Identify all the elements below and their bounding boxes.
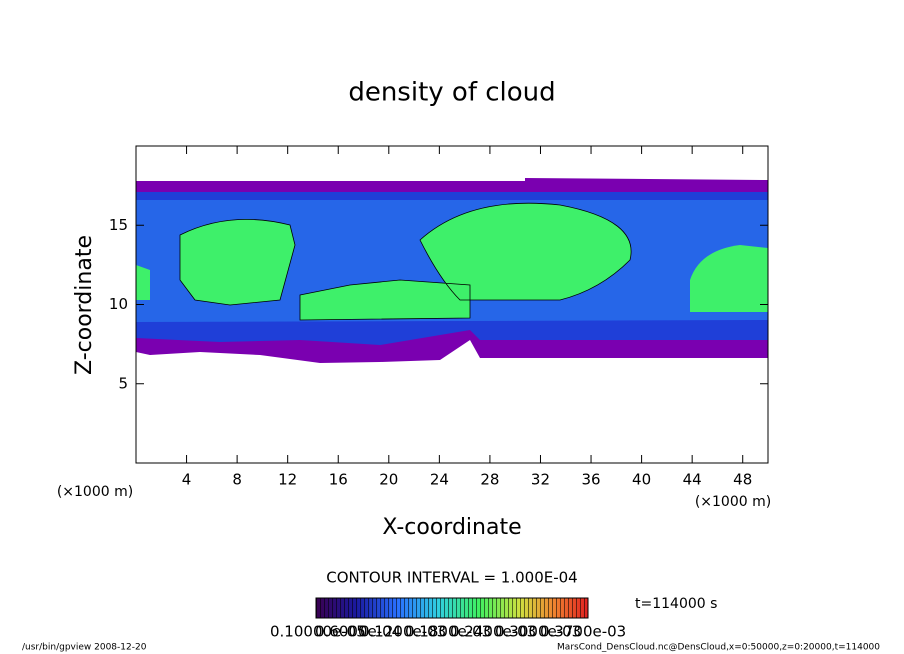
- colorbar-label: 0.2400e-03: [450, 623, 536, 641]
- y-tick-label: 10: [109, 295, 128, 313]
- x-tick-label: 24: [430, 471, 449, 489]
- colorbar-label: 0.6000e-04: [315, 623, 401, 641]
- footer-right: MarsCond_DensCloud.nc@DensCloud,x=0:5000…: [557, 643, 880, 653]
- x-unit: (×1000 m): [57, 484, 133, 500]
- x-tick-label: 48: [733, 471, 752, 489]
- x-tick-label: 8: [232, 471, 242, 489]
- x-unit: (×1000 m): [695, 494, 771, 510]
- colorbar-label: 0.3700e-03: [540, 623, 626, 641]
- x-tick-label: 40: [632, 471, 651, 489]
- x-tick-label: 4: [182, 471, 192, 489]
- colorbar-label: 0.10000e-05: [270, 623, 366, 641]
- chart-title: density of cloud: [348, 78, 555, 108]
- contour-interval: CONTOUR INTERVAL = 1.000E-04: [326, 569, 577, 587]
- x-tick-label: 12: [278, 471, 297, 489]
- colorbar-label: 0.3000e-03: [495, 623, 581, 641]
- y-tick-label: 5: [118, 374, 128, 392]
- colorbar-stripes: [315, 597, 589, 619]
- x-tick-label: 32: [531, 471, 550, 489]
- x-tick-label: 36: [581, 471, 600, 489]
- footer-left: /usr/bin/gpview 2008-12-20: [22, 643, 147, 653]
- colorbar-labels: 0.10000e-050.6000e-040.1200e-030.1800e-0…: [270, 623, 626, 641]
- x-tick-label: 28: [480, 471, 499, 489]
- cloud-field: [136, 178, 768, 363]
- colorbar-label: 0.1800e-03: [405, 623, 491, 641]
- colorbar-label: 0.1200e-03: [360, 623, 446, 641]
- y-tick-label: 15: [109, 216, 128, 234]
- y-axis-label: Z-coordinate: [72, 235, 97, 375]
- time-label: t=114000 s: [635, 596, 717, 612]
- x-tick-label: 16: [329, 471, 348, 489]
- x-tick-label: 20: [379, 471, 398, 489]
- x-axis-label: X-coordinate: [382, 515, 521, 540]
- x-tick-label: 44: [683, 471, 702, 489]
